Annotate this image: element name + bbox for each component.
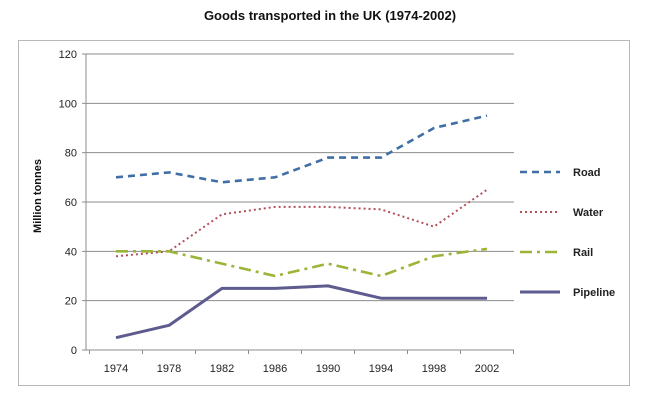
y-tick-label: 100: [59, 98, 77, 110]
chart-frame: [18, 40, 630, 386]
y-tick-label: 120: [59, 49, 77, 61]
y-axis-label: Million tonnes: [32, 159, 44, 233]
axes: [82, 53, 514, 354]
y-tick-label: 60: [65, 197, 77, 209]
series-line-pipeline: [115, 284, 487, 340]
legend-label-road: Road: [573, 167, 601, 179]
legend-label-rail: Rail: [573, 247, 593, 259]
x-tick-label: 2002: [475, 363, 499, 375]
series-line-road: [115, 114, 488, 184]
series-lines: [115, 114, 488, 340]
y-tick-label: 20: [65, 296, 77, 308]
legend-label-water: Water: [573, 207, 604, 219]
series-line-rail: [116, 247, 488, 278]
y-tick-label: 80: [65, 148, 77, 160]
chart-title: Goods transported in the UK (1974-2002): [203, 8, 457, 23]
x-tick-label: 1978: [157, 363, 181, 375]
x-tick-label: 1974: [104, 363, 128, 375]
legend: Road Water Rail Pipeline: [520, 167, 615, 299]
x-tick-label: 1990: [316, 363, 340, 375]
x-tick-labels: 1974 1978 1982 1986 1990 1994 1998 2002: [104, 363, 499, 375]
series-line-water: [115, 188, 488, 258]
gridlines: [86, 53, 514, 302]
y-tick-label: 0: [71, 345, 77, 357]
y-tick-label: 40: [65, 246, 77, 258]
x-tick-label: 1986: [263, 363, 287, 375]
x-tick-label: 1982: [210, 363, 234, 375]
x-tick-label: 1994: [369, 363, 393, 375]
legend-label-pipeline: Pipeline: [573, 287, 615, 299]
y-tick-labels: 0 20 40 60 80 100 120: [59, 49, 77, 357]
x-tick-label: 1998: [422, 363, 446, 375]
